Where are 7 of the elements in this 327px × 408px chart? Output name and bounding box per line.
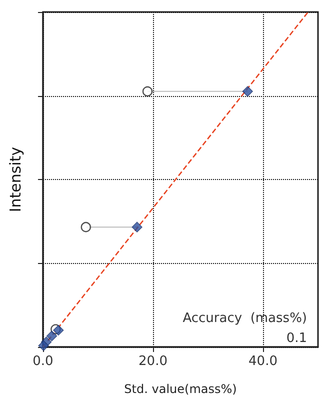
annotation: 0.1 bbox=[286, 331, 307, 346]
x-tick-label: 40.0 bbox=[248, 354, 278, 369]
y-axis-title: Intensity bbox=[6, 146, 24, 212]
annotation: Accuracy (mass%) bbox=[182, 311, 307, 326]
x-tick-label: 0.0 bbox=[32, 354, 54, 369]
x-axis-title: Std. value(mass%) bbox=[124, 382, 237, 396]
x-tick-label: 20.0 bbox=[138, 354, 168, 369]
